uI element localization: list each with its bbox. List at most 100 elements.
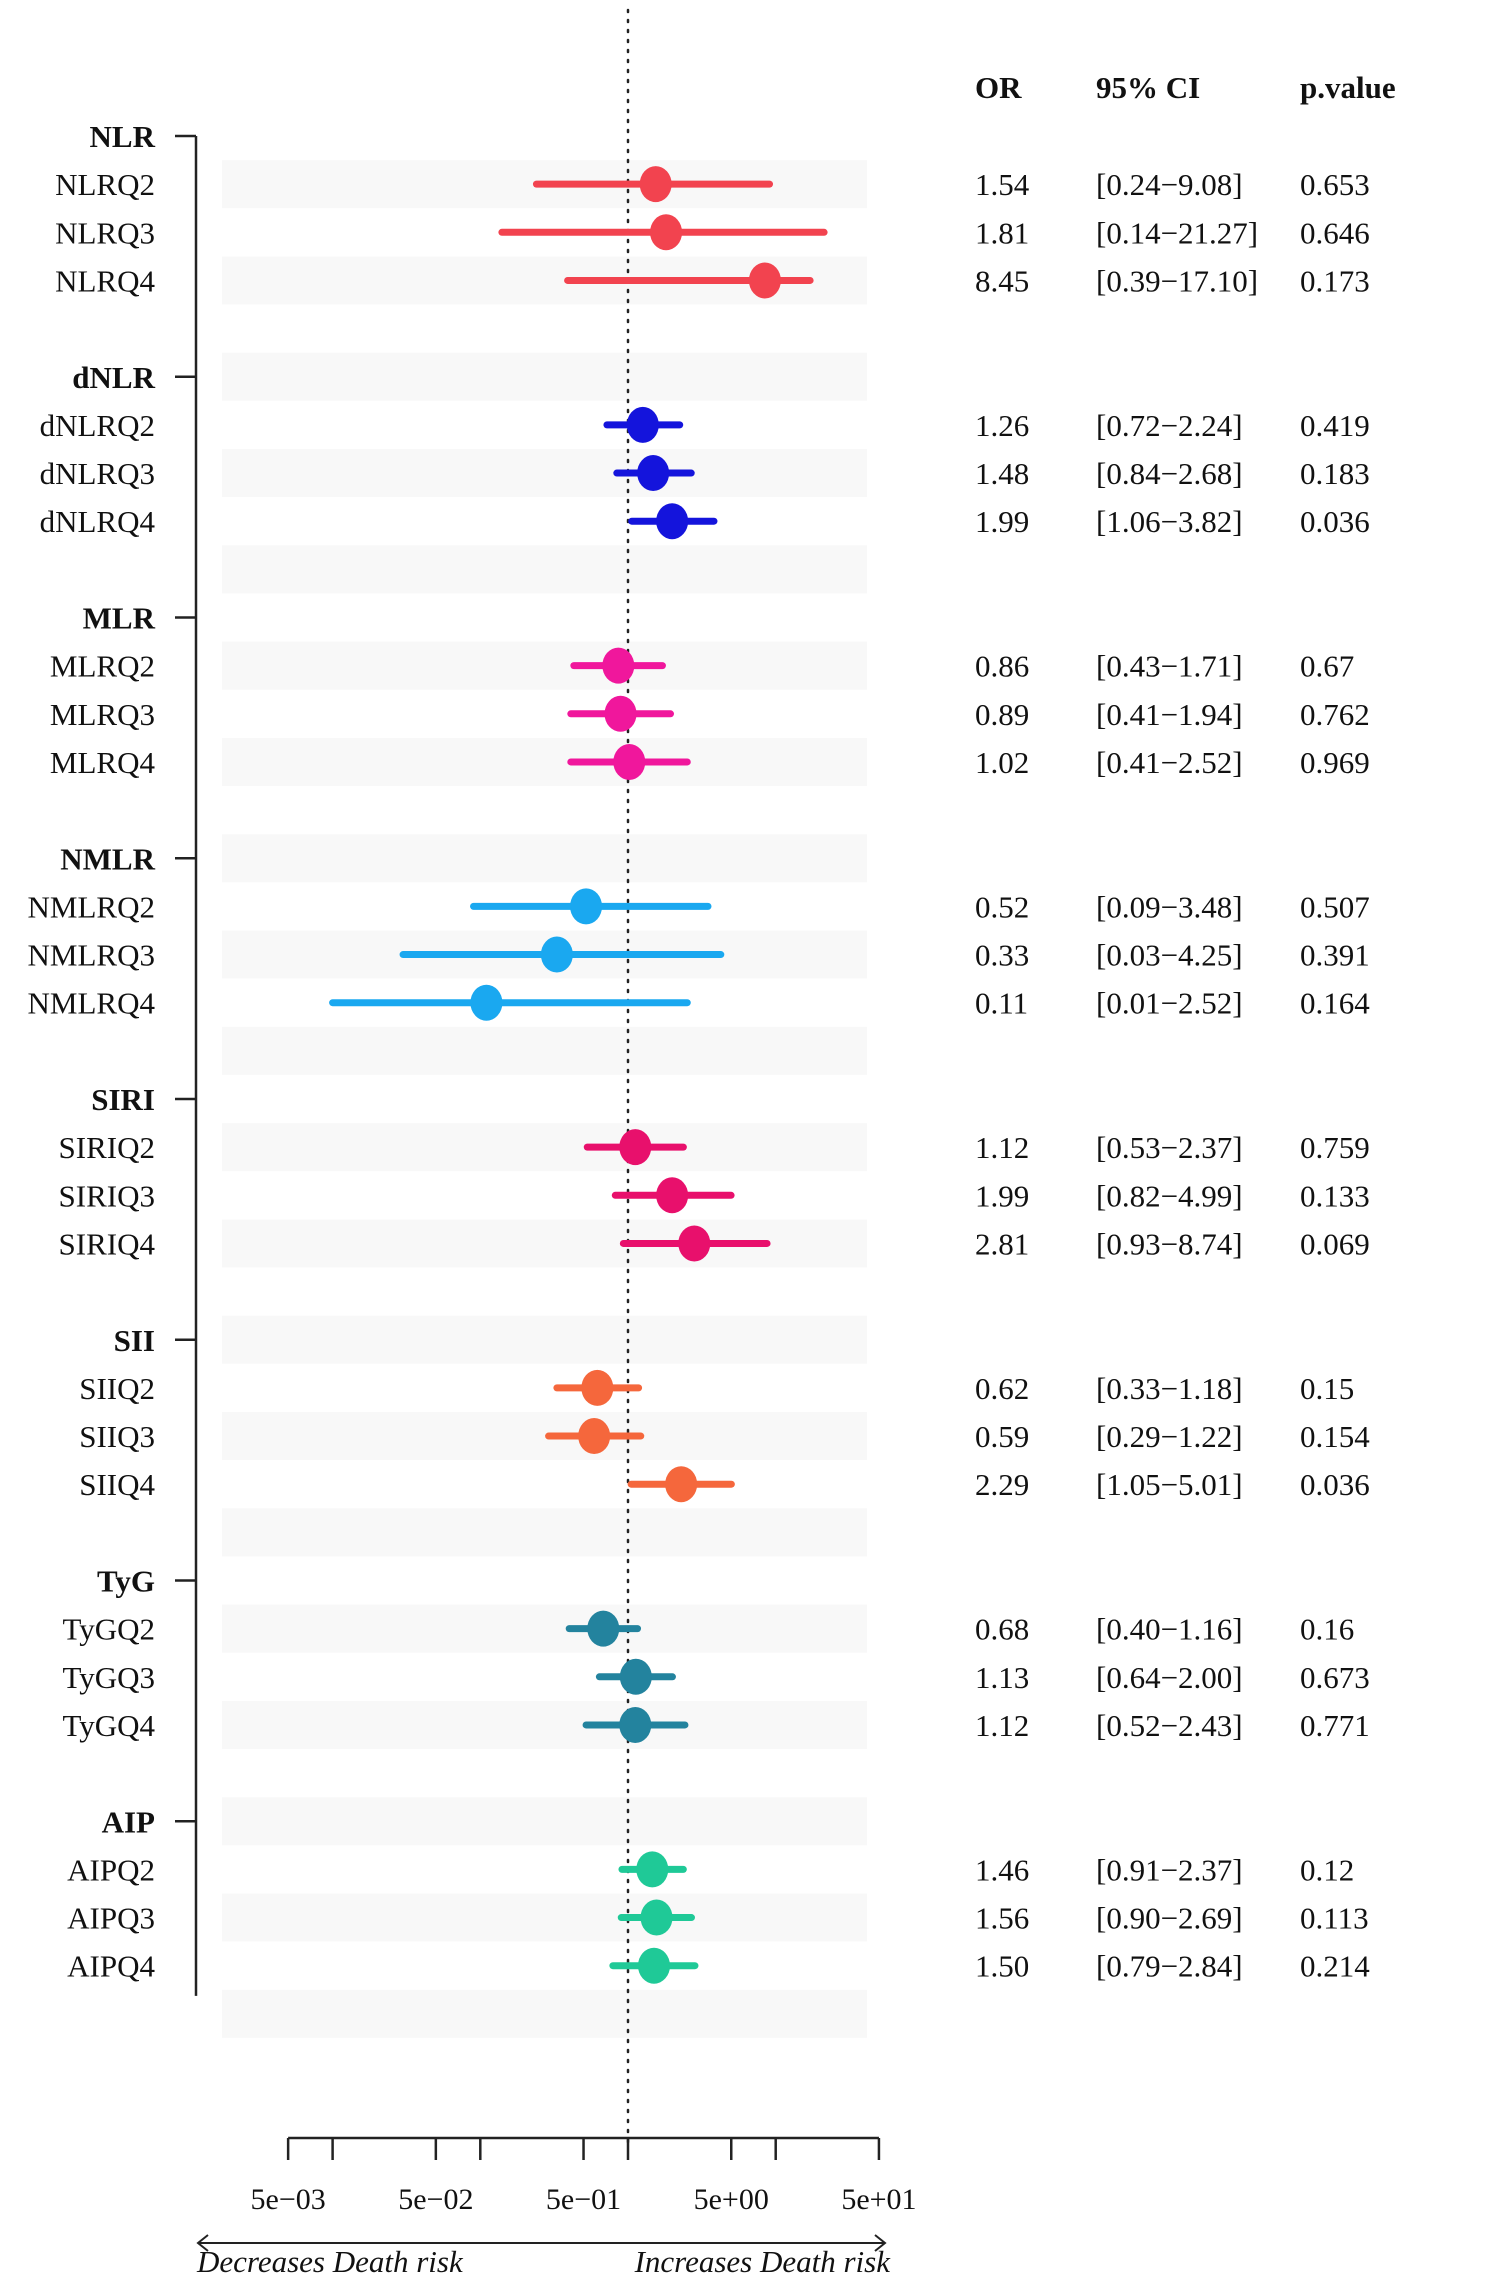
or-value: 0.62 [975,1371,1029,1406]
p-value: 0.653 [1300,167,1370,202]
or-value: 1.81 [975,215,1029,250]
ci-value: [0.24−9.08] [1096,167,1243,202]
x-axis: 5e−03 5e−02 5e−01 5e+00 5e+01 [251,2136,917,2216]
estimate-table: OR 95% CI p.value 1.54 [0.24−9.08] 0.653 1.… [975,70,1396,1984]
or-value: 1.99 [975,1178,1029,1213]
row-band [222,449,867,498]
ci-value: [0.29−1.22] [1096,1419,1243,1454]
or-point [665,1466,698,1503]
arrow-right-label: Increases Death risk [634,2244,892,2277]
x-tick-label: 5e−01 [546,2183,621,2216]
row-band [222,352,867,401]
or-point [602,647,635,684]
row-band [222,641,867,690]
or-value: 0.59 [975,1419,1029,1454]
row-label: dNLRQ4 [40,504,156,539]
p-value: 0.036 [1300,504,1370,539]
ci-value: [0.14−21.27] [1096,215,1258,250]
or-point [570,888,603,925]
row-label: AIPQ2 [67,1852,155,1887]
or-point [656,503,689,540]
group-label: TyG [97,1564,155,1599]
row-band [222,545,867,594]
or-value: 0.52 [975,889,1029,924]
p-value: 0.133 [1300,1178,1370,1213]
or-point [637,455,670,492]
p-value: 0.113 [1300,1901,1369,1936]
ci-value: [0.52−2.43] [1096,1708,1243,1743]
table-header-or: OR [975,70,1022,105]
p-value: 0.173 [1300,263,1370,298]
row-band [222,1026,867,1075]
ci-value: [0.64−2.00] [1096,1660,1243,1695]
row-label: TyGQ3 [62,1660,155,1695]
p-value: 0.771 [1300,1708,1370,1743]
ci-value: [0.91−2.37] [1096,1852,1243,1887]
ci-value: [0.41−2.52] [1096,745,1243,780]
or-point [626,406,659,443]
or-point [613,743,646,780]
or-value: 2.81 [975,1226,1029,1261]
row-label: MLRQ3 [50,697,155,732]
row-band [222,1893,867,1942]
ci-value: [0.09−3.48] [1096,889,1243,924]
row-bands [222,160,867,2038]
p-value: 0.15 [1300,1371,1354,1406]
row-label: AIPQ4 [67,1949,155,1984]
row-label: SIRIQ4 [59,1226,156,1261]
row-label: AIPQ3 [67,1901,155,1936]
ci-value: [1.05−5.01] [1096,1467,1243,1502]
or-point [636,1851,669,1888]
ci-value: [1.06−3.82] [1096,504,1243,539]
ci-value: [0.33−1.18] [1096,1371,1243,1406]
row-band [222,737,867,786]
y-axis: NLR NLRQ2 NLRQ3 NLRQ4 dNLR dNLRQ2 dNLRQ3 dNLRQ4… [28,119,198,1996]
or-value: 0.68 [975,1612,1029,1647]
or-value: 8.45 [975,263,1029,298]
or-point [540,936,573,973]
or-point [656,1177,689,1214]
or-point [678,1225,711,1262]
ci-value: [0.43−1.71] [1096,649,1243,684]
row-band [222,1315,867,1364]
p-value: 0.419 [1300,408,1370,443]
ci-value: [0.72−2.24] [1096,408,1243,443]
ci-value: [0.79−2.84] [1096,1949,1243,1984]
row-label: NMLRQ2 [28,889,155,924]
direction-arrow: Decreases Death risk Increases Death ris… [196,2234,892,2277]
or-point [748,262,781,299]
p-value: 0.673 [1300,1660,1370,1695]
row-label: NLRQ2 [55,167,155,202]
p-value: 0.391 [1300,938,1370,973]
group-label: NLR [90,119,156,154]
or-value: 1.50 [975,1949,1029,1984]
row-band [222,1123,867,1172]
or-value: 0.86 [975,649,1029,684]
row-label: MLRQ2 [50,649,155,684]
ci-value: [0.39−17.10] [1096,263,1258,298]
ci-value: [0.53−2.37] [1096,1130,1243,1165]
row-label: MLRQ4 [50,745,156,780]
or-value: 1.02 [975,745,1029,780]
or-point [587,1610,620,1647]
ci-value: [0.03−4.25] [1096,938,1243,973]
p-value: 0.67 [1300,649,1354,684]
ci-value: [0.84−2.68] [1096,456,1243,491]
ci-value: [0.40−1.16] [1096,1612,1243,1647]
group-label: MLR [83,601,156,636]
table-header-p: p.value [1300,70,1396,105]
group-label: SIRI [91,1082,155,1117]
row-label: SIRIQ2 [59,1130,155,1165]
x-tick-label: 5e−02 [398,2183,473,2216]
or-point [470,984,503,1021]
or-point [581,1369,614,1406]
arrow-left-label: Decreases Death risk [196,2244,464,2277]
or-point [619,1129,652,1166]
or-value: 1.26 [975,408,1029,443]
or-point [578,1418,611,1455]
or-value: 0.89 [975,697,1029,732]
row-label: dNLRQ2 [40,408,155,443]
p-value: 0.214 [1300,1949,1370,1984]
row-label: NMLRQ4 [28,986,156,1021]
